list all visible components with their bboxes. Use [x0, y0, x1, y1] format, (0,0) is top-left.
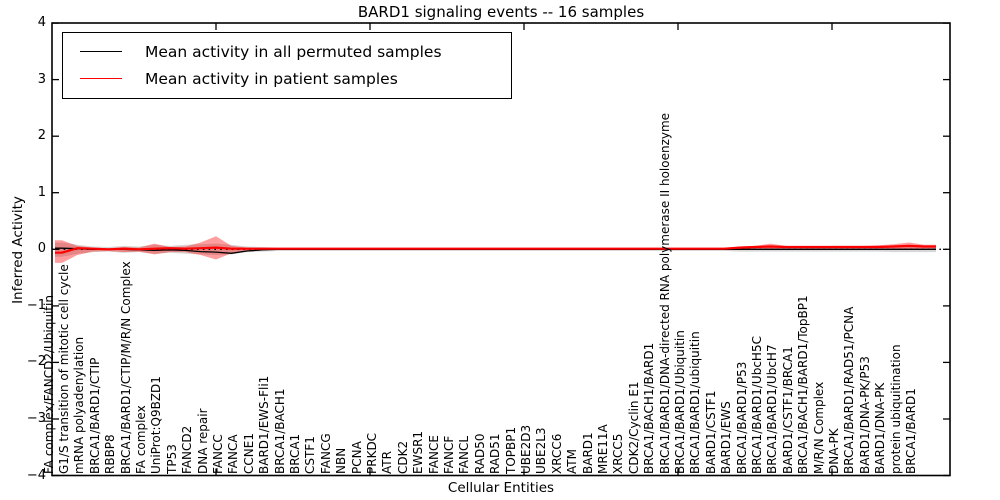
- y-tick-label: −1: [26, 297, 46, 313]
- x-tick-label: PCNA: [349, 441, 364, 474]
- x-tick-label: UniProt:Q9BZD1: [149, 376, 164, 474]
- x-tick-label: UBE2D3: [518, 424, 533, 474]
- x-tick-label: FA complex: [133, 405, 148, 474]
- x-tick-label: ATM: [565, 449, 580, 474]
- x-tick-label: XRCC5: [611, 433, 626, 474]
- x-tick-label: RAD50: [472, 433, 487, 474]
- x-tick-label: ATR: [380, 451, 395, 474]
- x-tick-label: BRCA1: [287, 433, 302, 474]
- x-tick-label: TOPBP1: [503, 426, 518, 474]
- x-tick-label: G1/S transition of mitotic cell cycle: [56, 264, 71, 474]
- x-tick-label: BRCA1/BARD1/CTIP: [87, 357, 102, 474]
- x-tick-label: BRCA1/BARD1/UbcH5C: [749, 336, 764, 474]
- x-tick-label: M/R/N Complex: [811, 381, 826, 474]
- legend: Mean activity in all permuted samples Me…: [62, 32, 512, 99]
- x-tick-label: FA complex/FANCD2/Ubiquitin: [41, 295, 56, 474]
- y-tick-label: 2: [37, 128, 46, 144]
- x-tick-label: BRCA1/BARD1/CTIP/M/R/N Complex: [118, 261, 133, 474]
- x-tick-label: EWSR1: [411, 430, 426, 474]
- x-tick-label: RAD51: [488, 433, 503, 474]
- x-tick-label: BARD1/CSTF1: [703, 390, 718, 474]
- x-tick-label: BARD1/DNA-PK: [873, 382, 888, 474]
- x-tick-label: DNA repair: [195, 408, 210, 474]
- y-tick-label: −3: [26, 411, 46, 426]
- x-tick-label: XRCC6: [549, 433, 564, 474]
- legend-label: Mean activity in all permuted samples: [145, 42, 442, 61]
- black-line-sample-icon: [80, 51, 122, 52]
- x-axis-label: Cellular Entities: [447, 480, 555, 496]
- x-tick-label: BARD1/CSTF1/BRCA1: [780, 346, 795, 474]
- x-tick-label: BRCA1/BARD1/UbcH7: [765, 344, 780, 474]
- y-tick-label: 4: [37, 15, 46, 31]
- x-tick-label: PRKDC: [364, 432, 379, 474]
- x-tick-label: TP53: [164, 444, 179, 474]
- x-tick-label: FANCA: [226, 434, 241, 474]
- x-tick-label: BRCA1/BARD1/DNA-directed RNA polymerase …: [657, 112, 672, 474]
- x-tick-label: protein ubiquitination: [888, 344, 903, 474]
- x-tick-label: FANCL: [457, 435, 472, 474]
- x-tick-label: BRCA1/BARD1/P53: [734, 361, 749, 474]
- x-tick-label: BRCA1/BARD1: [903, 388, 918, 474]
- x-tick-label: CCNE1: [241, 433, 256, 474]
- legend-item: Mean activity in all permuted samples: [63, 38, 511, 65]
- x-tick-label: NBN: [334, 447, 349, 474]
- chart-title: BARD1 signaling events -- 16 samples: [357, 3, 645, 21]
- x-tick-label: UBE2L3: [534, 427, 549, 474]
- y-tick-label: 3: [37, 71, 46, 87]
- x-tick-label: BRCA1/BACH1/BARD1/TopBP1: [796, 295, 811, 474]
- x-tick-label: BRCA1/BARD1/RAD51/PCNA: [842, 306, 857, 474]
- x-tick-label: CDK2: [395, 440, 410, 474]
- x-tick-label: DNA-PK: [826, 428, 841, 474]
- x-tick-label: BRCA1/BARD1/ubiquitin: [688, 331, 703, 474]
- y-tick-label: −2: [26, 354, 46, 370]
- x-tick-label: BARD1/EWS: [719, 401, 734, 474]
- x-tick-label: RBBP8: [103, 434, 118, 474]
- x-tick-label: CDK2/Cyclin E1: [626, 381, 641, 474]
- y-tick-label: −4: [26, 467, 46, 483]
- y-tick-label: 0: [37, 241, 46, 257]
- x-tick-label: FANCG: [318, 433, 333, 474]
- x-tick-label: BRCA1/BARD1/Ubiquitin: [672, 330, 687, 474]
- red-line-sample-icon: [80, 78, 122, 79]
- x-tick-label: FANCC: [210, 434, 225, 474]
- y-tick-label: 1: [37, 184, 46, 200]
- x-tick-label: BARD1/DNA-PK/P53: [857, 356, 872, 474]
- legend-item: Mean activity in patient samples: [63, 65, 511, 92]
- x-tick-label: BRCA1/BACH1/BARD1: [642, 342, 657, 474]
- x-tick-label: BRCA1/BACH1: [272, 388, 287, 474]
- x-tick-label: mRNA polyadenylation: [72, 336, 87, 474]
- x-tick-label: BARD1/EWS-Fli1: [257, 375, 272, 474]
- x-tick-label: FANCD2: [180, 425, 195, 474]
- x-tick-label: CSTF1: [303, 436, 318, 474]
- legend-label: Mean activity in patient samples: [145, 69, 398, 88]
- x-tick-label: BARD1: [580, 432, 595, 474]
- x-tick-label: MRE11A: [595, 424, 610, 474]
- x-tick-label: FANCE: [426, 435, 441, 474]
- x-tick-label: FANCF: [441, 435, 456, 474]
